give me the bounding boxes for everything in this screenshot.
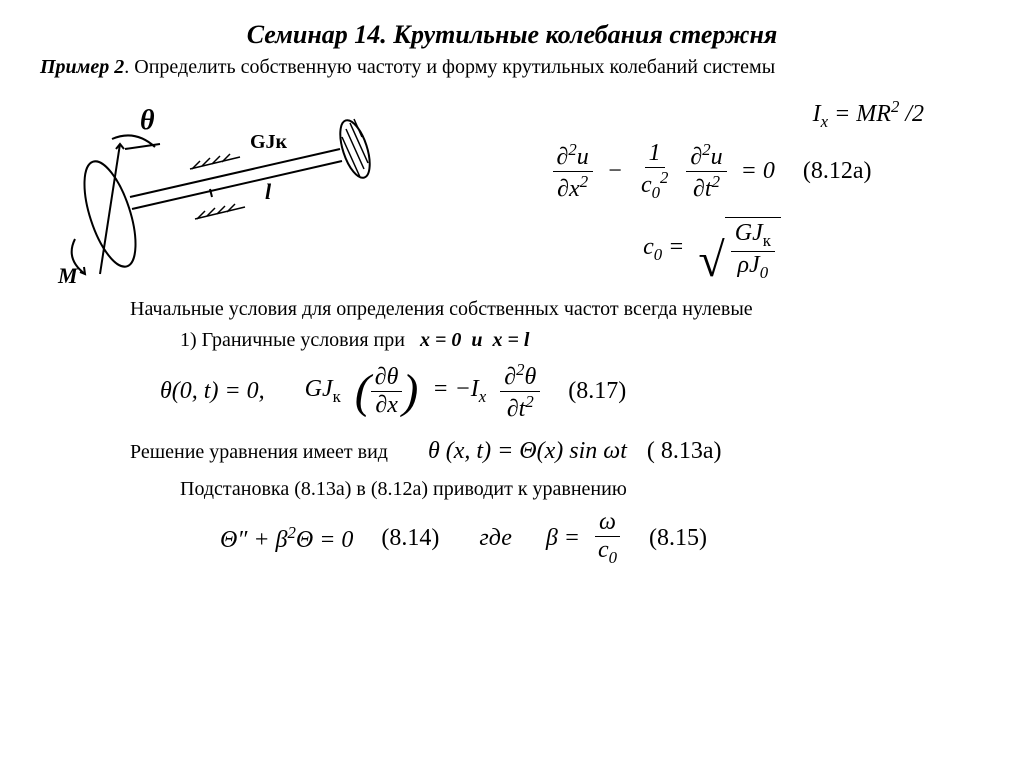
c0-equation: c0 = √ GJк ρJ0 [440,217,984,283]
solution-text: Решение уравнения имеет вид [130,441,388,464]
figure-and-equations-row: θ GJк l M Ix = MR2 /2 ∂2u ∂x2 − 1 c02 ∂2… [40,89,984,290]
substitution-text: Подстановка (8.13а) в (8.12а) приводит к… [180,478,984,501]
problem-label: Пример 2 [40,56,124,78]
eq-813a: θ (x, t) = Θ(x) sin ωt ( 8.13а) [428,438,722,465]
boundary-conditions-heading: 1) Граничные условия при x = 0 и x = l [180,329,984,352]
wave-equation: ∂2u ∂x2 − 1 c02 ∂2u ∂t2 = 0 (8.12а) [440,140,984,203]
eq-number-813a: ( 8.13а) [647,438,722,464]
eq-814-815: Θ″ + β2Θ = 0 (8.14) где β = ω c0 (8.15) [220,509,984,568]
equations-block: Ix = MR2 /2 ∂2u ∂x2 − 1 c02 ∂2u ∂t2 = 0 … [440,89,984,290]
eq-number-815: (8.15) [649,525,707,552]
eq-number-817: (8.17) [568,378,626,405]
problem-text: . Определить собственную частоту и форму… [124,56,775,78]
eq-817: θ(0, t) = 0, GJк ∂θ ∂x = −Ix ∂2θ ∂t2 (8.… [160,360,984,423]
page-title: Семинар 14. Крутильные колебания стержня [40,20,984,50]
eq-number-814: (8.14) [381,525,439,552]
torsion-diagram: θ GJк l M [40,89,420,289]
initial-conditions-note: Начальные условия для определения собств… [130,298,984,321]
problem-statement: Пример 2. Определить собственную частоту… [40,56,984,79]
eq-number-812a: (8.12а) [803,158,872,185]
gjk-label: GJк [250,131,287,154]
inertia-equation: Ix = MR2 /2 [440,97,924,132]
length-label: l [265,179,271,205]
theta-label: θ [140,105,155,137]
moment-label: M [58,263,78,289]
